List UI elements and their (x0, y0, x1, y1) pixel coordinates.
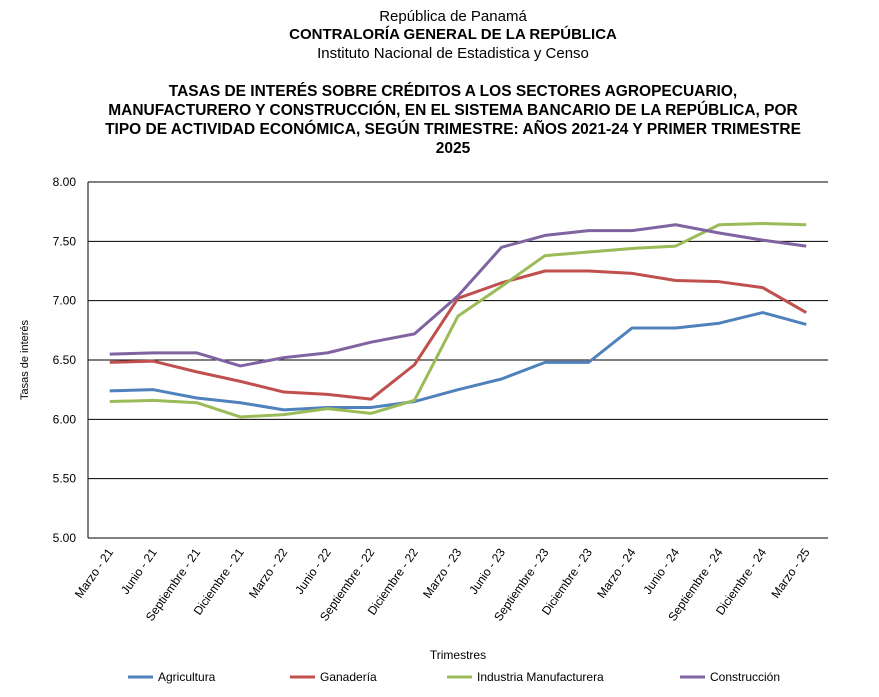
legend-label: Ganadería (320, 670, 377, 684)
x-tick-label: Junio - 22 (292, 545, 334, 596)
y-axis-title: Tasas de interés (19, 319, 31, 400)
series-line-2 (109, 222, 807, 419)
series-line-1 (109, 269, 807, 401)
institute-label: Instituto Nacional de Estadistica y Cens… (317, 45, 589, 62)
y-tick-label: 6.00 (53, 412, 77, 426)
legend-label: Agricultura (158, 670, 216, 684)
legend-label: Construcción (710, 670, 780, 684)
chart-title: TASAS DE INTERÉS SOBRE CRÉDITOS A LOS SE… (105, 83, 801, 157)
y-tick-label: 5.50 (53, 472, 77, 486)
x-tick-label: Junio - 24 (640, 545, 682, 596)
country-label: República de Panamá (379, 8, 527, 25)
y-tick-label: 6.50 (53, 353, 77, 367)
series-line-0 (109, 311, 807, 412)
x-tick-label: Marzo - 24 (594, 545, 639, 600)
x-tick-label: Marzo - 21 (72, 545, 117, 600)
y-tick-label: 5.00 (53, 531, 77, 545)
y-tick-label: 8.00 (53, 175, 77, 189)
y-tick-label: 7.50 (53, 234, 77, 248)
x-tick-label: Junio - 21 (118, 545, 160, 596)
x-tick-label: Marzo - 25 (768, 545, 813, 600)
x-tick-label: Junio - 23 (466, 545, 508, 596)
x-tick-label: Marzo - 22 (246, 545, 291, 600)
series-line-3 (109, 223, 807, 368)
x-tick-label: Marzo - 23 (420, 545, 465, 600)
y-tick-label: 7.00 (53, 294, 77, 308)
x-axis-title: Trimestres (430, 648, 486, 662)
institution-label: CONTRALORÍA GENERAL DE LA REPÚBLICA (289, 26, 617, 43)
legend-label: Industria Manufacturera (477, 670, 604, 684)
